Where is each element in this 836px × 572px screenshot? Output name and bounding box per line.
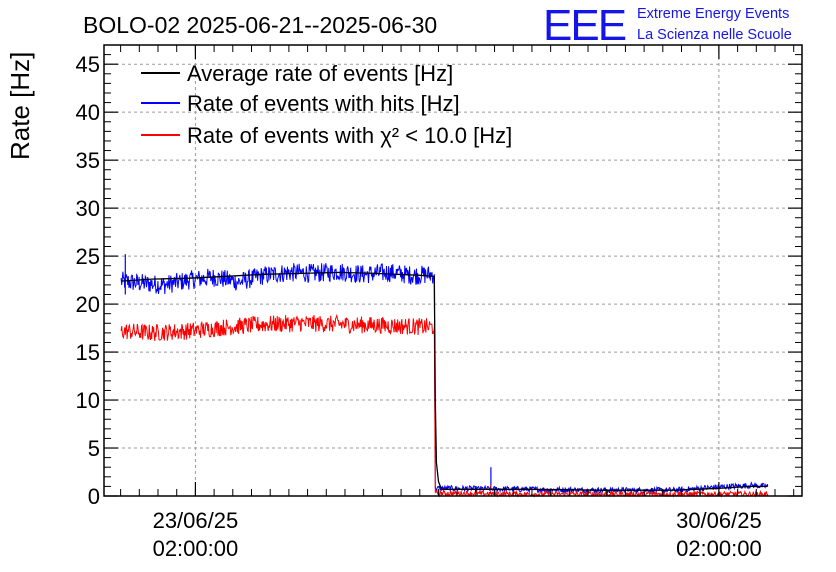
chart-title: BOLO-02 2025-06-21--2025-06-30	[83, 12, 437, 38]
y-tick-label: 40	[76, 100, 100, 125]
y-tick-label: 45	[76, 52, 100, 77]
series-layer	[120, 254, 769, 498]
eee-logo-line2: La Scienza nelle Scuole	[637, 27, 792, 43]
series-line	[121, 271, 768, 491]
plot-frame	[103, 44, 803, 497]
eee-logo-line1: Extreme Energy Events	[637, 6, 789, 22]
y-tick-label: 5	[88, 436, 100, 461]
legend-label: Average rate of events [Hz]	[187, 61, 453, 86]
y-tick-label: 15	[76, 340, 100, 365]
y-tick-label: 25	[76, 244, 100, 269]
legend-label: Rate of events with χ² < 10.0 [Hz]	[187, 123, 512, 148]
y-axis-label: Rate [Hz]	[5, 52, 35, 160]
grid	[104, 45, 802, 496]
y-tick-label: 20	[76, 292, 100, 317]
eee-logo-mark: EEE	[543, 1, 626, 50]
y-tick-label: 35	[76, 148, 100, 173]
legend: Average rate of events [Hz] Rate of event…	[141, 61, 512, 148]
legend-label: Rate of events with hits [Hz]	[187, 91, 460, 116]
axes: 0 5 10 15 20 25 30 35 40 45 23/06/25 02:00:00 30/06/…	[76, 44, 802, 561]
series-line	[120, 263, 769, 495]
y-tick-label: 30	[76, 196, 100, 221]
y-tick-label: 10	[76, 388, 100, 413]
y-tick-label: 0	[88, 484, 100, 509]
x-tick-label-date: 23/06/25	[153, 508, 239, 533]
x-tick-label-time: 02:00:00	[676, 536, 762, 561]
series-line	[120, 313, 769, 498]
x-tick-label-date: 30/06/25	[676, 508, 762, 533]
eee-logo: EEE Extreme Energy Events La Scienza nel…	[543, 1, 792, 50]
x-tick-label-time: 02:00:00	[153, 536, 239, 561]
